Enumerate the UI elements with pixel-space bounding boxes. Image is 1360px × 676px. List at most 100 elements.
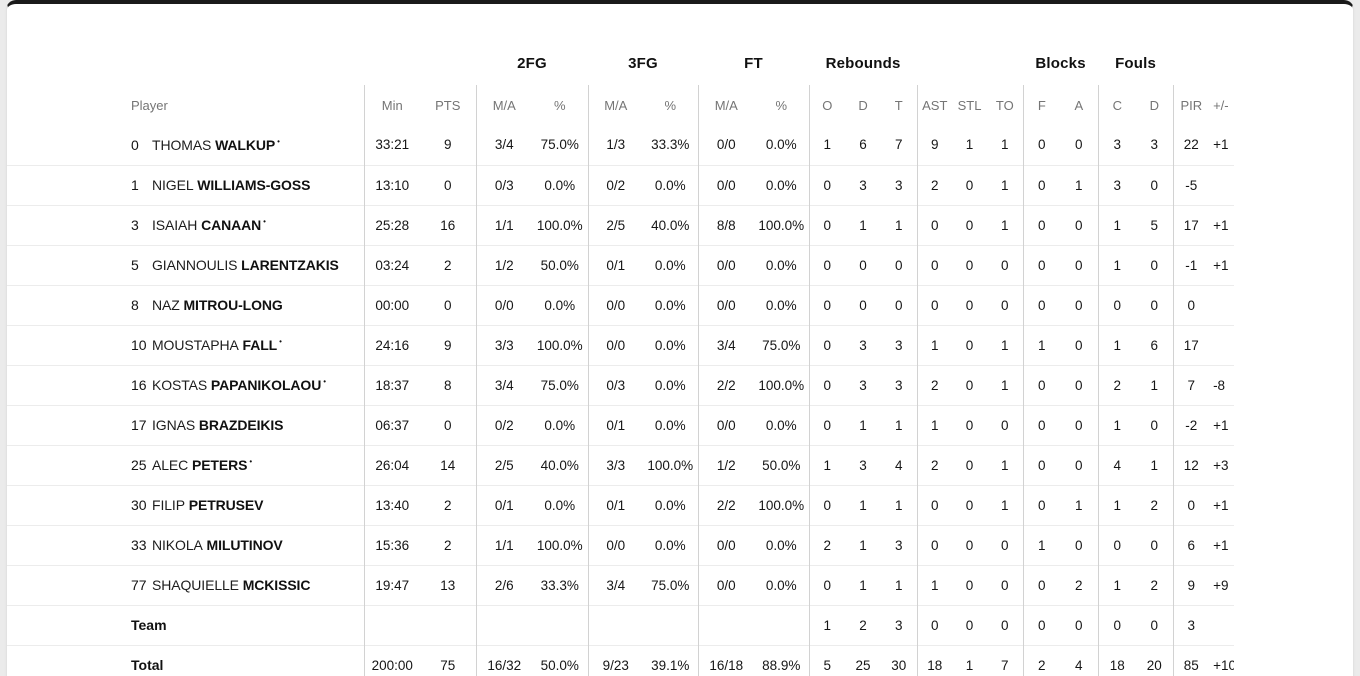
- points-cell: 75: [420, 644, 476, 676]
- blocks-for-cell: 2: [1022, 644, 1061, 676]
- 2fg-made-attempted-cell: 3/3: [475, 324, 532, 365]
- blocks-against-cell: 0: [1060, 444, 1099, 485]
- turnovers-cell: 1: [987, 324, 1024, 365]
- offensive-rebounds-cell: 0: [808, 364, 846, 405]
- plus-minus-cell: +3: [1209, 444, 1234, 485]
- blocks-for-cell: 0: [1022, 604, 1061, 645]
- 2fg-percent-cell: 0.0%: [532, 284, 588, 325]
- blocks-for-cell: 0: [1022, 125, 1061, 165]
- ft-made-attempted-cell: 8/8: [697, 204, 754, 245]
- ft-percent-cell: 0.0%: [754, 164, 810, 205]
- player-last-name: PETERS: [191, 457, 248, 473]
- points-cell: 14: [420, 444, 476, 485]
- player-cell: 17 IGNAS BRAZDEIKIS: [7, 404, 364, 445]
- offensive-rebounds-cell: 0: [808, 244, 846, 285]
- starter-icon: •: [263, 217, 266, 226]
- player-cell: 77 SHAQUIELLE MCKISSIC: [7, 564, 364, 605]
- defensive-rebounds-cell: 3: [845, 444, 882, 485]
- points-cell: 2: [420, 524, 476, 565]
- player-first-name: NIGEL: [152, 177, 194, 193]
- ft-made-attempted-cell: 0/0: [697, 564, 754, 605]
- player-last-name: MITROU-LONG: [183, 297, 283, 313]
- player-row: 0 THOMAS WALKUP • 33:21 9 3/4 75.0% 1/3 33.3% 0/0…: [7, 125, 1234, 165]
- column-header-plus-minus: +/-: [1213, 97, 1229, 113]
- plus-minus-cell: [1209, 284, 1234, 325]
- total-rebounds-cell: 1: [881, 204, 918, 245]
- blocks-for-cell: 0: [1022, 284, 1061, 325]
- column-header-min: Min: [363, 85, 420, 125]
- player-first-name: ISAIAH: [152, 217, 198, 233]
- ft-made-attempted-cell: [697, 604, 754, 645]
- ft-percent-cell: 75.0%: [754, 324, 810, 365]
- assists-cell: 0: [916, 524, 953, 565]
- turnovers-cell: 0: [987, 244, 1024, 285]
- minutes-cell: 24:16: [363, 324, 420, 365]
- group-header-fouls: Fouls: [1115, 55, 1157, 72]
- fouls-drawn-cell: 5: [1136, 204, 1174, 245]
- total-rebounds-cell: 3: [881, 364, 918, 405]
- plus-minus-cell: +1: [1213, 137, 1229, 153]
- blocks-for-cell: 0: [1022, 404, 1061, 445]
- player-cell: 8 NAZ MITROU-LONG: [7, 284, 364, 325]
- player-first-name: IGNAS: [152, 417, 196, 433]
- defensive-rebounds-cell: 6: [859, 137, 867, 153]
- box-score-table: 2FG 3FG FT Rebounds Blocks Fouls Player …: [7, 4, 1234, 676]
- assists-cell: 9: [916, 125, 953, 165]
- player-row: 30 FILIP PETRUSEV 13:40 2 0/1 0.0% 0/1 0.0% 2/2 1…: [7, 484, 1234, 525]
- player-last-name: FALL: [242, 337, 278, 353]
- defensive-rebounds-cell: 3: [845, 164, 882, 205]
- blocks-for-cell: 1: [1022, 524, 1061, 565]
- plus-minus-cell: +9: [1209, 564, 1234, 605]
- blocks-for-cell: 0: [1022, 564, 1061, 605]
- stats-scroll-area[interactable]: 2FG 3FG FT Rebounds Blocks Fouls Player …: [7, 4, 1234, 676]
- jersey-number: 77: [131, 577, 147, 593]
- 2fg-percent-cell: 75.0%: [540, 137, 579, 153]
- defensive-rebounds-cell: 1: [845, 524, 882, 565]
- fouls-drawn-cell: 1: [1136, 364, 1174, 405]
- steals-cell: 0: [952, 484, 988, 525]
- pir-cell: 85: [1172, 644, 1210, 676]
- jersey-number: 17: [131, 417, 147, 433]
- stat-group-header-row: 2FG 3FG FT Rebounds Blocks Fouls: [7, 4, 1234, 85]
- blocks-against-cell: 1: [1060, 484, 1099, 525]
- steals-cell: 0: [952, 284, 988, 325]
- minutes-cell: 03:24: [363, 244, 420, 285]
- minutes-cell: 06:37: [363, 404, 420, 445]
- plus-minus-cell: +1: [1209, 404, 1234, 445]
- offensive-rebounds-cell: 0: [808, 164, 846, 205]
- turnovers-cell: 0: [987, 404, 1024, 445]
- ft-made-attempted-cell: 1/2: [697, 444, 754, 485]
- 3fg-made-attempted-cell: 9/23: [587, 644, 643, 676]
- plus-minus-cell: -8: [1209, 364, 1234, 405]
- fouls-committed-cell: 1: [1097, 244, 1137, 285]
- blocks-against-cell: 0: [1060, 404, 1099, 445]
- jersey-number: 16: [131, 377, 147, 393]
- total-rebounds-cell: 7: [895, 137, 903, 153]
- plus-minus-cell: [1209, 324, 1234, 365]
- defensive-rebounds-cell: 1: [845, 564, 882, 605]
- jersey-number: 10: [131, 337, 147, 353]
- total-rebounds-cell: 0: [881, 244, 918, 285]
- assists-cell: 2: [916, 364, 953, 405]
- minutes-cell: 19:47: [363, 564, 420, 605]
- ft-percent-cell: [754, 604, 810, 645]
- fouls-committed-cell: 18: [1097, 644, 1137, 676]
- pir-cell: 6: [1172, 524, 1210, 565]
- points-cell: 9: [420, 324, 476, 365]
- fouls-committed-cell: 1: [1097, 484, 1137, 525]
- steals-cell: 0: [952, 204, 988, 245]
- 3fg-made-attempted-cell: [587, 604, 643, 645]
- steals-cell: 0: [952, 404, 988, 445]
- player-row: 1 NIGEL WILLIAMS-GOSS 13:10 0 0/3 0.0% 0/2 0.0%…: [7, 164, 1234, 205]
- group-header-blocks: Blocks: [1035, 55, 1086, 72]
- turnovers-cell: 0: [987, 284, 1024, 325]
- 2fg-percent-cell: 75.0%: [532, 364, 588, 405]
- 2fg-made-attempted-cell: [475, 604, 532, 645]
- fouls-committed-cell: 0: [1097, 524, 1137, 565]
- assists-cell: 1: [916, 404, 953, 445]
- 2fg-made-attempted-cell: 0/2: [475, 404, 532, 445]
- column-header-pir: PIR: [1172, 85, 1210, 125]
- pir-cell: -1: [1172, 244, 1210, 285]
- ft-percent-cell: 50.0%: [754, 444, 810, 485]
- column-header-ft-ma: M/A: [697, 85, 754, 125]
